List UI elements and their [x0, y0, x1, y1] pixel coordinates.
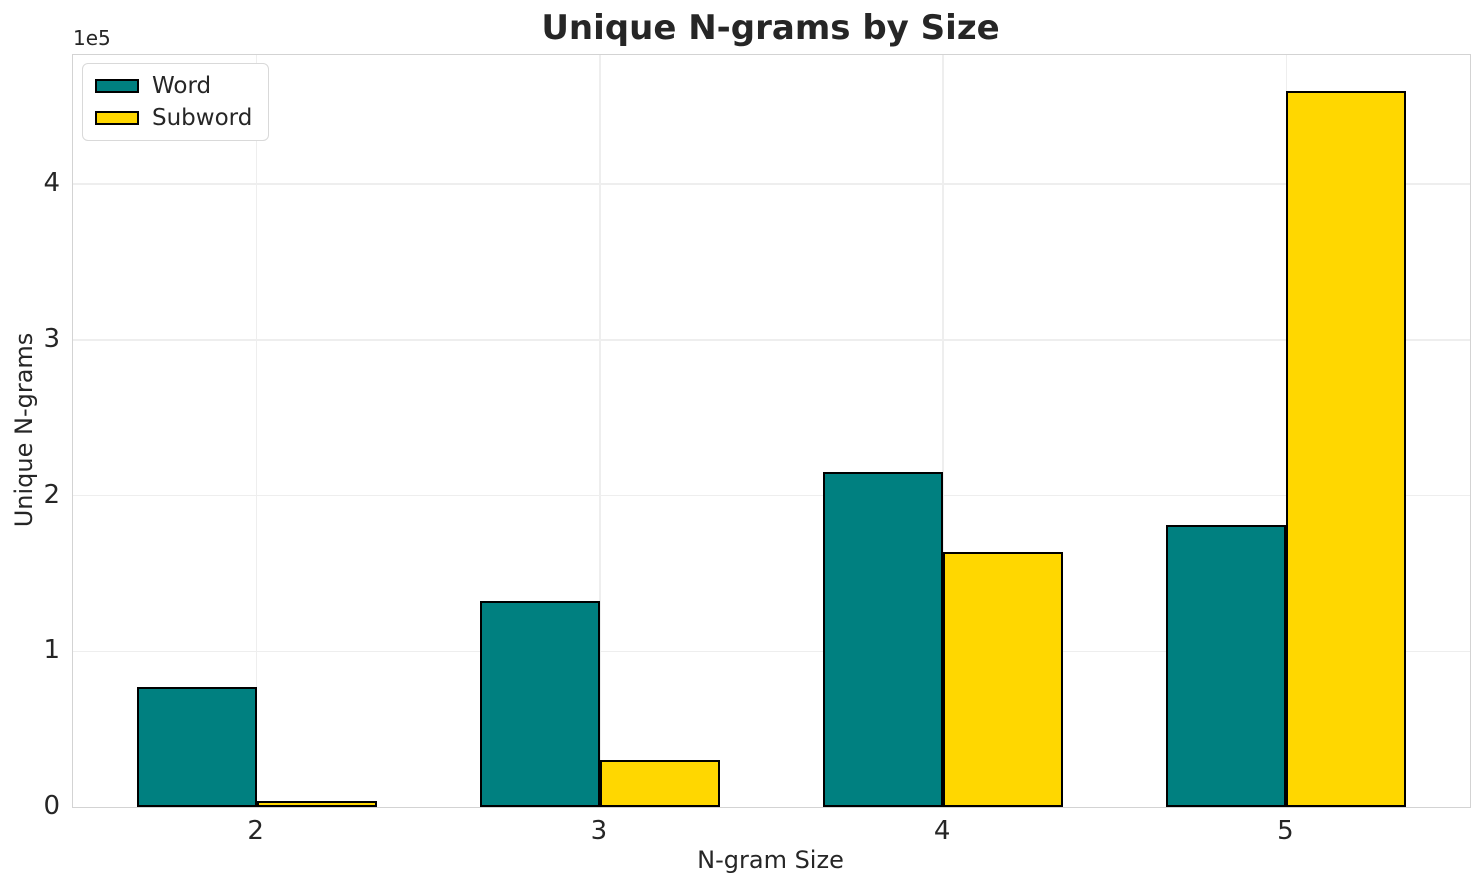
legend: Word Subword — [82, 63, 270, 141]
bar-subword-5 — [1286, 90, 1407, 807]
legend-label: Subword — [152, 105, 253, 131]
x-tick-label: 4 — [933, 816, 951, 846]
y-tick-label: 1 — [43, 635, 60, 666]
y-gridline — [73, 183, 1470, 185]
bar-subword-4 — [943, 551, 1064, 807]
bar-subword-2 — [256, 800, 377, 807]
legend-swatch-word — [95, 79, 139, 93]
legend-entry-subword: Subword — [95, 105, 252, 131]
bar-subword-3 — [599, 760, 720, 807]
y-gridline — [73, 650, 1470, 653]
y-tick-label: 0 — [43, 791, 60, 821]
legend-entry-word: Word — [95, 73, 252, 99]
x-gridline — [942, 55, 944, 807]
plot-area — [72, 54, 1471, 808]
x-tick-label: 3 — [590, 816, 608, 846]
y-gridline — [73, 339, 1470, 341]
y-tick-label: 3 — [43, 323, 60, 354]
y-tick-label: 2 — [43, 479, 60, 510]
x-gridline — [599, 55, 601, 807]
legend-label: Word — [152, 73, 212, 99]
x-gridline — [255, 55, 258, 807]
bar-word-5 — [1166, 525, 1287, 807]
bar-word-3 — [479, 601, 600, 807]
y-tick-label: 4 — [43, 168, 60, 199]
y-gridline — [73, 494, 1470, 497]
bar-word-4 — [822, 472, 944, 807]
x-tick-label: 5 — [1277, 816, 1294, 846]
x-axis-label: N-gram Size — [697, 846, 844, 874]
y-axis-offset-label: 1e5 — [73, 26, 111, 50]
legend-swatch-subword — [95, 111, 139, 125]
chart-title: Unique N-grams by Size — [541, 8, 1000, 48]
bar-word-2 — [136, 687, 257, 807]
x-tick-label: 2 — [247, 816, 264, 846]
